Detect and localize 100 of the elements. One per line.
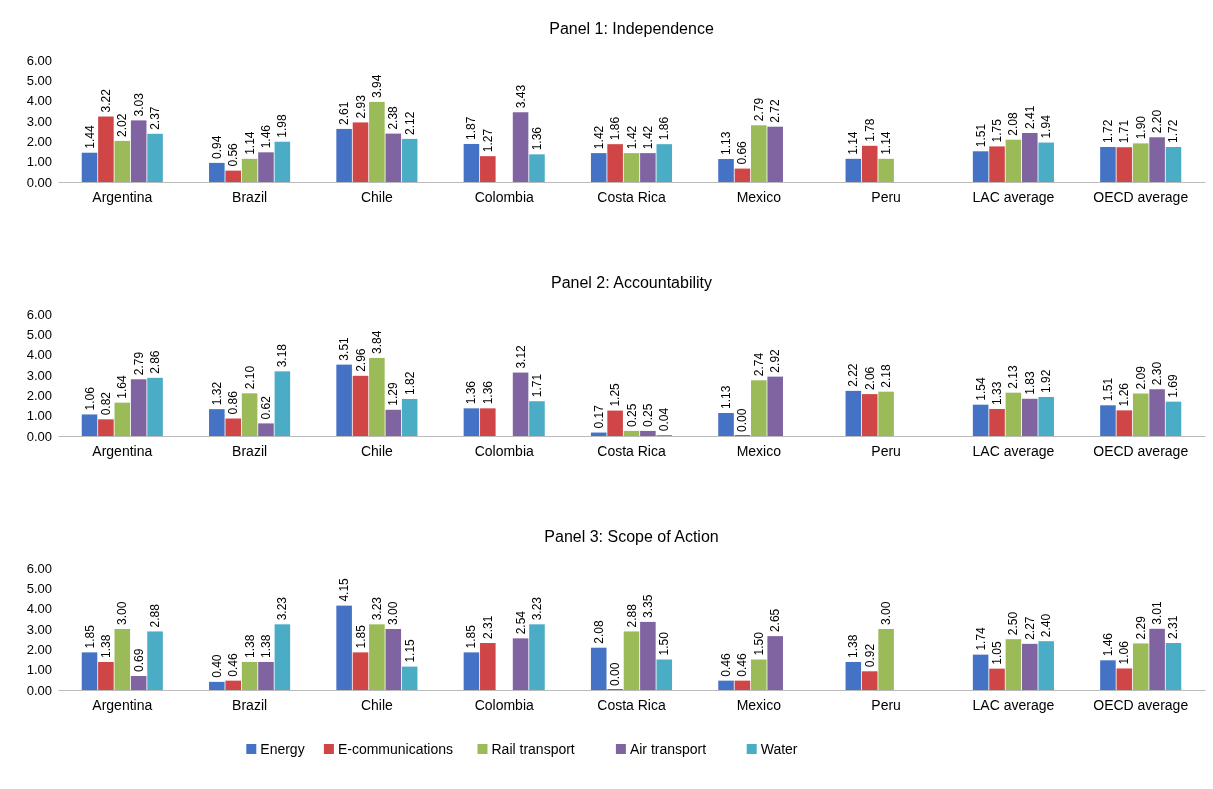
data-label: 0.04 <box>657 407 672 432</box>
bar <box>1149 628 1165 690</box>
data-label: 1.44 <box>82 125 97 149</box>
x-tick-label: LAC average <box>972 442 1055 459</box>
data-label: 1.38 <box>242 634 257 658</box>
bar <box>718 159 734 182</box>
bar <box>385 629 402 690</box>
data-label: 2.37 <box>148 106 163 130</box>
bar <box>845 390 862 436</box>
x-tick-label: Costa Rica <box>597 442 666 459</box>
data-label: 1.85 <box>353 624 368 649</box>
bar <box>512 372 529 436</box>
bar <box>878 391 894 436</box>
bar <box>607 144 623 182</box>
data-label: 1.42 <box>640 125 655 150</box>
data-label: 0.46 <box>735 652 750 677</box>
bar <box>640 430 656 436</box>
bar <box>130 379 147 436</box>
data-label: 3.00 <box>879 601 894 625</box>
bar <box>751 125 767 182</box>
bar <box>401 666 418 690</box>
bar <box>1038 396 1054 436</box>
bar <box>81 152 98 182</box>
data-label: 1.78 <box>862 118 877 142</box>
x-tick-label: Colombia <box>474 696 534 713</box>
data-label: 3.12 <box>513 344 528 369</box>
bar <box>1165 147 1182 182</box>
bar <box>147 631 163 690</box>
bar <box>1149 389 1165 436</box>
chart-title: Panel 1: Independence <box>549 20 714 37</box>
x-tick-label: Costa Rica <box>597 696 666 713</box>
bar <box>512 112 529 182</box>
data-label: 2.27 <box>1022 616 1037 640</box>
bar <box>98 419 114 436</box>
data-label: 2.13 <box>1006 365 1021 389</box>
data-label: 1.36 <box>529 126 544 151</box>
bar <box>209 162 225 182</box>
bar <box>529 624 545 690</box>
bar <box>861 671 878 690</box>
data-label: 0.00 <box>608 662 623 686</box>
bar <box>336 364 352 436</box>
data-label: 1.74 <box>973 626 988 651</box>
y-tick-label: 0.00 <box>26 174 52 190</box>
data-label: 2.96 <box>353 348 368 372</box>
x-tick-label: Colombia <box>474 442 534 459</box>
data-label: 2.93 <box>353 94 368 119</box>
data-label: 2.61 <box>337 101 352 125</box>
data-label: 3.23 <box>529 596 544 621</box>
data-label: 0.92 <box>862 643 877 668</box>
bar <box>640 153 656 182</box>
data-label: 2.12 <box>402 111 417 135</box>
x-tick-label: Peru <box>871 188 901 205</box>
y-tick-label: 4.00 <box>26 93 52 109</box>
data-label: 1.06 <box>82 386 97 411</box>
data-label: 1.42 <box>591 125 606 150</box>
y-tick-label: 1.00 <box>26 154 52 170</box>
bar <box>463 143 480 182</box>
data-label: 3.51 <box>337 336 352 361</box>
x-tick-label: Chile <box>360 188 394 205</box>
bar <box>529 401 545 436</box>
bar <box>1116 410 1133 436</box>
data-label: 3.01 <box>1150 601 1165 625</box>
data-label: 2.38 <box>386 105 401 130</box>
bar <box>114 402 131 436</box>
legend-label: Rail transport <box>491 741 575 757</box>
data-label: 1.87 <box>464 116 479 140</box>
data-label: 2.31 <box>1166 615 1181 640</box>
bar <box>147 133 163 182</box>
x-tick-label: OECD average <box>1093 188 1189 205</box>
data-label: 1.27 <box>480 128 495 153</box>
data-label: 1.92 <box>1039 369 1054 393</box>
bar <box>352 375 369 436</box>
data-label: 1.26 <box>1117 382 1132 407</box>
bar <box>656 144 673 182</box>
bar <box>1038 641 1054 690</box>
bar <box>656 659 673 690</box>
x-tick-label: OECD average <box>1093 442 1189 459</box>
bar <box>369 624 385 690</box>
data-label: 3.23 <box>275 596 290 621</box>
data-label: 2.88 <box>148 603 163 628</box>
data-label: 1.32 <box>209 381 224 406</box>
data-label: 1.06 <box>1117 640 1132 665</box>
data-label: 2.88 <box>624 603 639 628</box>
data-label: 1.14 <box>879 131 894 155</box>
bar <box>1005 139 1022 182</box>
data-label: 1.13 <box>719 131 734 156</box>
data-label: 3.23 <box>369 596 384 621</box>
data-label: 2.06 <box>862 366 877 391</box>
data-label: 2.54 <box>513 610 528 635</box>
bar <box>1022 643 1038 690</box>
data-label: 1.36 <box>464 380 479 405</box>
y-tick-label: 2.00 <box>26 387 52 403</box>
data-label: 1.46 <box>258 124 273 149</box>
bar <box>767 376 783 436</box>
x-tick-label: Brazil <box>232 442 268 459</box>
data-label: 1.75 <box>990 118 1005 143</box>
data-label: 1.14 <box>846 131 861 155</box>
data-label: 2.08 <box>1006 112 1021 136</box>
data-label: 1.90 <box>1133 115 1148 140</box>
bar <box>98 661 114 690</box>
